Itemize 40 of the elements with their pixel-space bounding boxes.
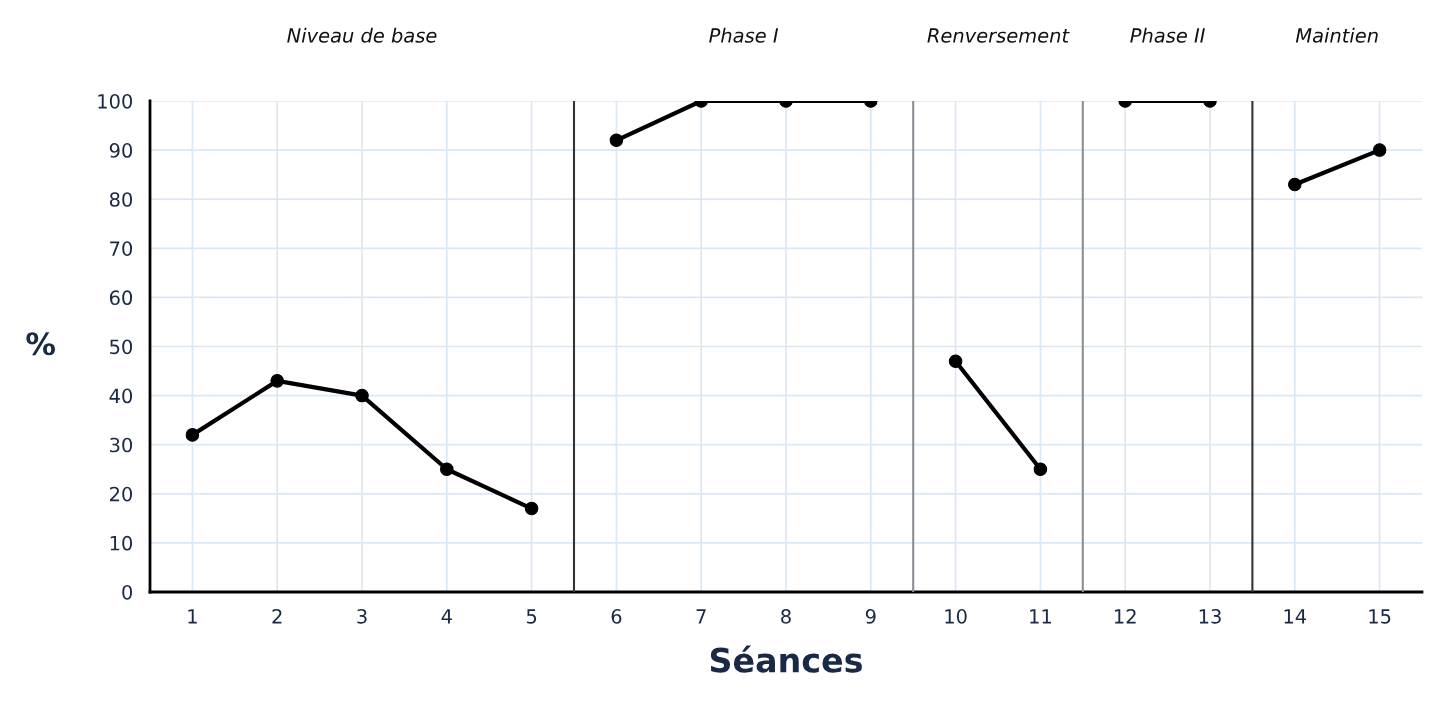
text: Maintien [1295, 27, 1378, 43]
x-axis-title: Séances [710, 645, 862, 673]
point [270, 374, 284, 388]
x-tick-label: 6 [611, 609, 622, 624]
y-tick-label: 60 [109, 290, 133, 306]
point [948, 354, 963, 368]
x-tick-label: 12 [1114, 609, 1136, 624]
y-tick-label: 90 [109, 143, 133, 158]
y-tick-label: 80 [109, 192, 133, 207]
text: Phase I [709, 27, 779, 43]
x-tick-label: 5 [526, 609, 537, 624]
point [524, 501, 539, 516]
text: Niveau de base [287, 27, 437, 43]
point [185, 428, 200, 442]
x-tick-label: 1 [188, 609, 197, 624]
x-tick-label: 13 [1199, 609, 1221, 624]
y-tick-label: 30 [110, 437, 133, 453]
y-tick-label: 20 [110, 486, 133, 502]
x-tick-label: 8 [781, 609, 791, 624]
x-tick-label: 15 [1369, 609, 1391, 624]
y-tick-label: 100 [98, 93, 133, 109]
x-tick-label: 14 [1284, 609, 1307, 624]
point [440, 462, 454, 477]
x-tick-label: 4 [441, 609, 452, 624]
x-tick-label: 2 [272, 609, 282, 624]
point [355, 388, 369, 403]
x-tick-label: 10 [945, 609, 967, 624]
x-tick-label: 9 [865, 609, 876, 624]
x-tick-label: 3 [357, 609, 367, 624]
y-tick-label: 40 [109, 388, 133, 404]
text: Phase II [1130, 27, 1205, 43]
point [1033, 462, 1048, 477]
x-tick-label: 7 [696, 609, 706, 624]
y-axis-title: % [26, 332, 55, 356]
y-tick-label: 10 [110, 535, 133, 551]
text: Renversement [927, 28, 1070, 43]
y-tick-label: 0 [122, 584, 133, 600]
y-tick-label: 70 [110, 241, 133, 256]
y-tick-label: 50 [110, 339, 133, 355]
x-tick-label: 11 [1030, 609, 1051, 624]
